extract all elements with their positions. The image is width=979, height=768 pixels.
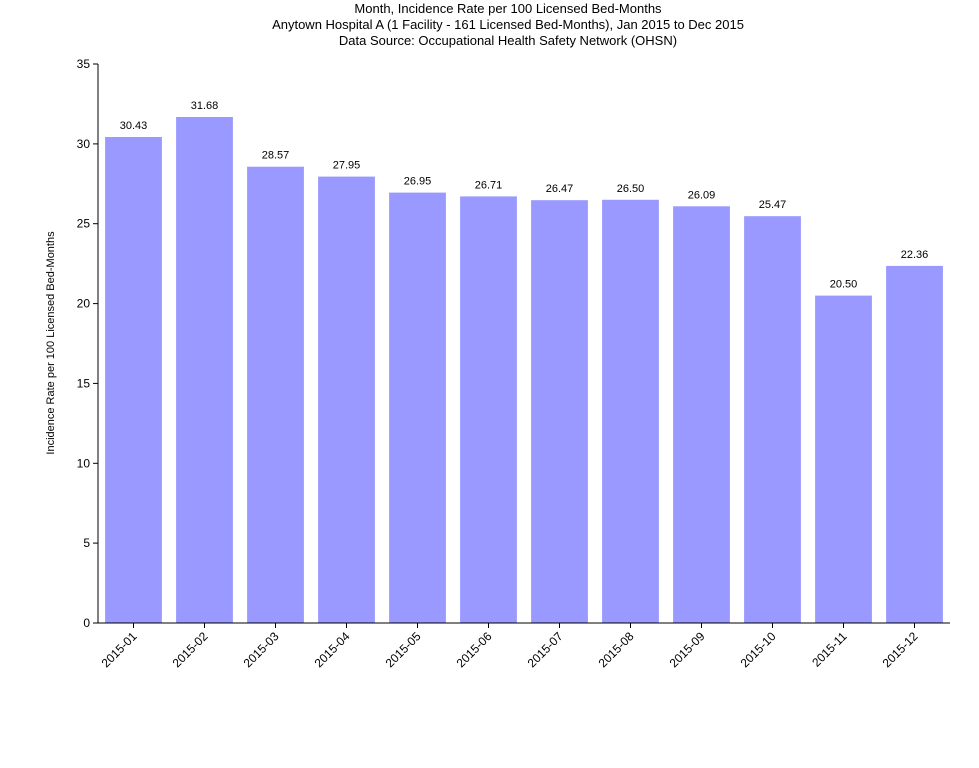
- x-tick-label-2015-11: 2015-11: [809, 629, 850, 670]
- bar-2015-07: [531, 200, 588, 623]
- bar-2015-04: [318, 176, 375, 623]
- x-tick-label-2015-02: 2015-02: [170, 629, 211, 670]
- y-tick-label-25: 25: [77, 217, 91, 231]
- y-tick-label-10: 10: [77, 456, 91, 470]
- y-tick-label-30: 30: [77, 137, 91, 151]
- x-tick-label-2015-09: 2015-09: [667, 629, 708, 670]
- bar-2015-09: [673, 206, 730, 624]
- y-tick-label-20: 20: [77, 297, 91, 311]
- data-label-2015-12: 22.36: [901, 249, 929, 261]
- bar-2015-01: [105, 137, 162, 623]
- x-tick-label-2015-08: 2015-08: [596, 629, 637, 670]
- x-tick-label-2015-03: 2015-03: [241, 629, 282, 670]
- data-label-2015-05: 26.95: [404, 176, 432, 188]
- x-tick-label-2015-06: 2015-06: [454, 629, 495, 670]
- x-tick-label-2015-10: 2015-10: [738, 629, 779, 670]
- x-tick-label-2015-05: 2015-05: [383, 629, 424, 670]
- bar-2015-08: [602, 199, 659, 624]
- data-labels: 30.43 31.68 28.57 27.95 26.95 26.71 26.47 26.50…: [120, 100, 929, 291]
- data-label-2015-01: 30.43: [120, 120, 148, 132]
- chart-title-line-1: Month, Incidence Rate per 100 Licensed B…: [354, 1, 662, 16]
- bar-2015-11: [815, 295, 872, 623]
- data-label-2015-07: 26.47: [546, 183, 574, 195]
- bar-2015-12: [886, 265, 943, 623]
- x-tick-label-2015-04: 2015-04: [312, 629, 353, 670]
- data-label-2015-02: 31.68: [191, 100, 219, 112]
- bar-2015-05: [389, 192, 446, 623]
- y-tick-label-15: 15: [77, 376, 91, 390]
- x-tick-label-2015-01: 2015-01: [99, 629, 140, 670]
- x-tick-label-2015-12: 2015-12: [880, 629, 921, 670]
- y-tick-label-35: 35: [77, 57, 91, 71]
- bar-2015-06: [460, 196, 517, 623]
- bar-series: [105, 117, 943, 624]
- y-tick-label-5: 5: [83, 536, 90, 550]
- y-axis: 0 5 10 15 20 25 30 35: [77, 57, 99, 630]
- data-label-2015-03: 28.57: [262, 150, 290, 162]
- chart-title-line-2: Anytown Hospital A (1 Facility - 161 Lic…: [272, 17, 744, 32]
- y-tick-label-0: 0: [83, 616, 90, 630]
- x-tick-label-2015-07: 2015-07: [525, 629, 566, 670]
- chart-title-line-3: Data Source: Occupational Health Safety …: [339, 33, 677, 48]
- data-label-2015-10: 25.47: [759, 199, 787, 211]
- y-axis-title: Incidence Rate per 100 Licensed Bed-Mont…: [45, 231, 57, 455]
- data-label-2015-09: 26.09: [688, 189, 716, 201]
- bar-2015-10: [744, 216, 801, 623]
- data-label-2015-04: 27.95: [333, 160, 361, 172]
- x-axis: 2015-01 2015-02 2015-03 2015-04 2015-05 2015-…: [98, 622, 950, 670]
- data-label-2015-08: 26.50: [617, 183, 645, 195]
- bar-2015-03: [247, 166, 304, 623]
- chart-title: Month, Incidence Rate per 100 Licensed B…: [272, 1, 744, 48]
- data-label-2015-06: 26.71: [475, 179, 503, 191]
- data-label-2015-11: 20.50: [830, 279, 858, 291]
- bar-2015-02: [176, 117, 233, 623]
